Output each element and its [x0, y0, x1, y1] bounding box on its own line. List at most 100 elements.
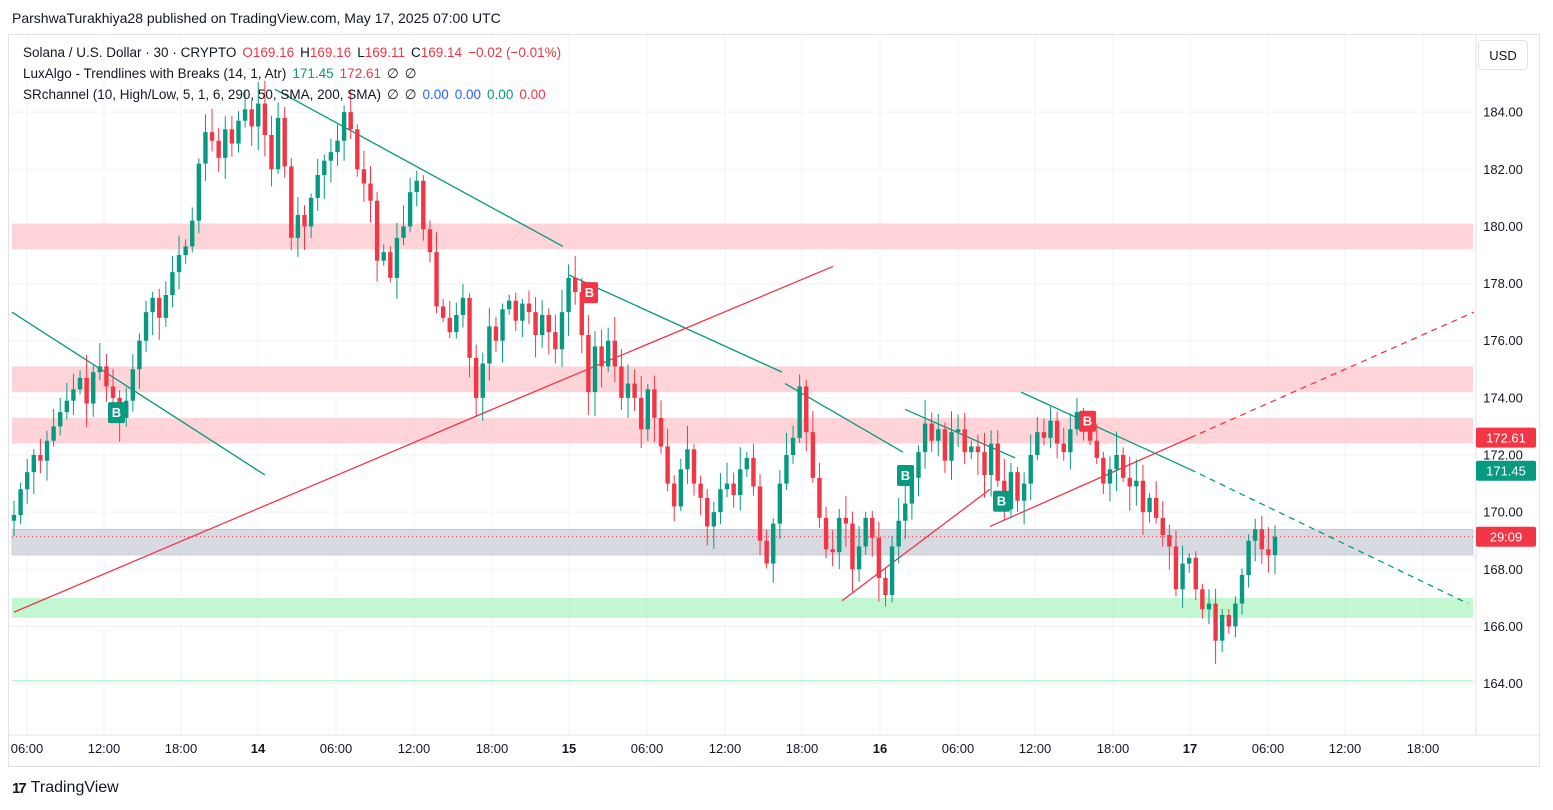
candle-body: [71, 389, 76, 401]
candle-body: [348, 112, 353, 130]
candle-body: [850, 523, 855, 570]
candle-body: [922, 423, 928, 453]
candle-body: [44, 440, 50, 461]
x-tick-label: 18:00: [1407, 741, 1440, 756]
candle-body: [473, 357, 479, 398]
candle-body: [38, 455, 43, 461]
candle-body: [539, 315, 545, 335]
candle-body: [777, 483, 783, 524]
candle-body: [447, 317, 452, 333]
candle-body: [1206, 603, 1212, 610]
candle-body: [322, 160, 327, 175]
legend-luxalgo-v4: ∅: [404, 66, 417, 81]
candle-body: [896, 520, 901, 547]
candle-body: [421, 180, 426, 230]
sr-zone: [12, 597, 1473, 618]
trendline-down-projected: [1189, 468, 1469, 605]
x-tick-label: 12:00: [1019, 741, 1052, 756]
x-tick-label: 12:00: [1329, 741, 1362, 756]
price-label-text: 171.45: [1486, 464, 1526, 479]
candle-body: [579, 292, 584, 335]
candle-body: [97, 366, 103, 373]
candle-body: [837, 517, 842, 553]
candle-body: [275, 117, 281, 170]
candle-body: [1061, 443, 1066, 453]
candle-body: [1186, 557, 1192, 564]
break-marker-label: B: [997, 494, 1006, 509]
candle-body: [84, 377, 89, 404]
candle-body: [183, 246, 188, 255]
candle-body: [909, 477, 915, 504]
candle-body: [1167, 535, 1172, 547]
candle-body: [711, 512, 717, 527]
candle-body: [605, 340, 611, 367]
candle-body: [223, 129, 228, 158]
legend-luxalgo-v3: ∅: [386, 66, 399, 81]
candle-body: [262, 103, 268, 135]
x-tick-label: 18:00: [165, 741, 198, 756]
candle-body: [731, 483, 736, 495]
candle-body: [1087, 426, 1093, 441]
candle-body: [942, 429, 948, 461]
candle-body: [751, 457, 756, 487]
candle-body: [434, 252, 439, 307]
candle-body: [903, 503, 908, 521]
x-tick-label: 06:00: [631, 741, 664, 756]
candle-body: [1219, 615, 1225, 641]
tradingview-logo[interactable]: 17 TradingView: [12, 779, 119, 797]
price-label-text: 172.61: [1486, 431, 1526, 446]
candle-body: [546, 315, 551, 333]
break-marker-label: B: [112, 405, 121, 420]
trendline-up: [989, 437, 1191, 528]
candle-body: [1246, 540, 1251, 575]
candle-body: [810, 432, 816, 478]
candle-body: [744, 457, 750, 470]
trendline-down: [11, 311, 266, 476]
y-tick-label: 168.00: [1483, 562, 1523, 577]
candle-body: [1259, 529, 1264, 550]
candle-body: [1213, 603, 1218, 641]
candle-body: [1180, 563, 1185, 590]
candle-body: [982, 452, 987, 475]
x-tick-label: 06:00: [942, 741, 975, 756]
candle-body: [361, 169, 367, 184]
candle-body: [876, 537, 882, 578]
candle-body: [520, 303, 525, 321]
candle-body: [526, 303, 532, 313]
candle-body: [718, 489, 723, 513]
candle-body: [1147, 497, 1152, 513]
candle-body: [130, 369, 136, 401]
legend-high-label: H: [300, 45, 310, 60]
candle-body: [638, 397, 644, 430]
currency-button[interactable]: USD: [1478, 40, 1528, 70]
candle-body: [771, 523, 776, 564]
candle-body: [394, 237, 400, 278]
legend-sr-v5: 0.00: [487, 87, 514, 102]
candle-body: [678, 469, 684, 507]
candle-body: [1134, 480, 1139, 487]
candle-body: [58, 412, 63, 427]
candle-body: [388, 252, 393, 278]
y-tick-label: 180.00: [1483, 219, 1523, 234]
y-tick-label: 184.00: [1483, 105, 1523, 120]
candle-body: [685, 449, 690, 470]
candle-body: [705, 497, 710, 527]
candle-body: [328, 152, 334, 161]
legend-symbol: Solana / U.S. Dollar · 30 · CRYPTO: [23, 45, 237, 60]
candle-body: [256, 103, 261, 127]
candle-body: [572, 277, 578, 293]
candle-body: [566, 277, 571, 313]
candle-body: [150, 297, 155, 313]
candle-body: [738, 469, 743, 495]
candle-body: [480, 363, 485, 398]
candle-body: [18, 489, 23, 515]
price-label-text: 29:09: [1490, 530, 1523, 545]
y-tick-label: 174.00: [1483, 390, 1523, 405]
candle-body: [1107, 469, 1113, 484]
candle-body: [823, 517, 829, 550]
sr-zone: [12, 417, 1473, 444]
candle-body: [137, 340, 142, 370]
legend-symbol-line: Solana / U.S. Dollar · 30 · CRYPTO O169.1…: [23, 45, 567, 60]
legend-srchannel-line: SRchannel (10, High/Low, 5, 1, 6, 290, 5…: [23, 87, 552, 103]
